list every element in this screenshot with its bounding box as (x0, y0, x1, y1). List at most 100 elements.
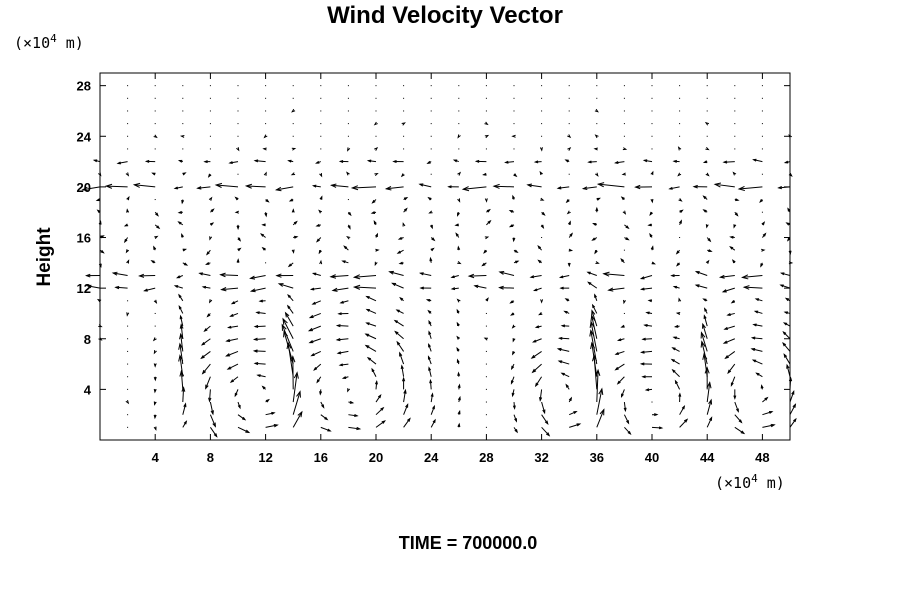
wind-vector (789, 403, 797, 415)
wind-vector (236, 147, 240, 152)
wind-vector (418, 183, 432, 188)
wind-vector (209, 123, 211, 125)
wind-vector (143, 287, 156, 292)
wind-vector (154, 97, 156, 99)
wind-vector (730, 299, 736, 304)
wind-vector (375, 394, 382, 403)
wind-vector (249, 274, 266, 280)
wind-vector (366, 356, 377, 365)
wind-vector (780, 272, 791, 276)
wind-vector (694, 284, 708, 289)
wind-vector (512, 237, 516, 243)
wind-vector (209, 401, 214, 416)
wind-vector (403, 85, 405, 87)
wind-vector (672, 159, 680, 163)
wind-vector (537, 245, 542, 251)
wind-vector (482, 172, 487, 176)
wind-vector (485, 97, 487, 99)
wind-vector (510, 363, 515, 371)
wind-vector (401, 122, 406, 126)
wind-vector (282, 317, 294, 339)
wind-vector (706, 398, 713, 415)
wind-vector (761, 97, 763, 99)
wind-vector (237, 97, 239, 99)
wind-vector (593, 147, 598, 151)
wind-vector (315, 223, 321, 227)
wind-vector (513, 173, 518, 178)
wind-vector (265, 398, 270, 403)
wind-vector (154, 110, 156, 112)
wind-vector (671, 347, 680, 352)
wind-vector (752, 323, 763, 327)
wind-vector (234, 196, 239, 201)
wind-vector (761, 221, 766, 226)
wind-vector (428, 342, 432, 352)
wind-vector (761, 173, 763, 175)
wind-vector (513, 85, 515, 87)
y-tick-label: 12 (77, 281, 91, 296)
wind-vector (352, 274, 377, 280)
wind-vector (347, 388, 351, 393)
wind-vector (318, 249, 322, 255)
wind-vector (127, 350, 129, 352)
wind-vector (258, 299, 266, 303)
wind-vector (676, 262, 680, 267)
wind-vector (596, 85, 598, 87)
wind-vector (594, 293, 598, 301)
wind-vector (181, 233, 184, 238)
wind-vector (782, 322, 791, 327)
wind-vector (513, 110, 515, 112)
wind-vector (203, 325, 211, 332)
wind-vector (581, 186, 597, 191)
wind-vector (623, 135, 625, 137)
wind-vector (253, 362, 266, 366)
wind-vector (723, 325, 735, 330)
wind-vector (596, 408, 605, 428)
wind-vector (427, 196, 432, 201)
wind-vector (706, 110, 708, 112)
wind-vector (783, 160, 791, 164)
wind-vector (400, 173, 405, 178)
wind-vector (153, 245, 157, 251)
wind-vector (399, 296, 404, 302)
wind-vector (236, 224, 240, 231)
wind-vector (779, 284, 791, 289)
wind-vector (753, 310, 763, 314)
wind-vector (429, 256, 433, 263)
wind-vector (154, 148, 156, 150)
wind-vector (511, 324, 516, 329)
wind-vector (675, 312, 681, 315)
wind-vector (742, 285, 763, 290)
wind-vector (399, 351, 405, 365)
wind-vector (450, 287, 459, 291)
wind-vector (208, 299, 213, 304)
wind-vector (492, 183, 515, 189)
wind-vector (430, 173, 432, 175)
wind-vector (566, 210, 571, 215)
wind-vector (485, 350, 487, 352)
wind-vector (85, 273, 101, 278)
wind-vector (734, 198, 740, 202)
wind-vector (649, 232, 653, 238)
wind-vector (541, 85, 543, 87)
wind-vector (320, 110, 322, 112)
wind-vector (651, 110, 653, 112)
wind-vector (754, 298, 763, 302)
wind-vector (418, 272, 432, 276)
wind-vector (595, 261, 600, 265)
wind-vector (540, 197, 545, 201)
wind-vector (329, 183, 349, 188)
wind-vector (307, 325, 321, 332)
wind-vector (253, 324, 266, 329)
wind-vector (125, 399, 130, 405)
wind-vector (704, 366, 710, 390)
wind-vector (564, 298, 570, 302)
wind-vector (111, 271, 128, 276)
wind-vector (182, 97, 184, 99)
wind-vector (292, 85, 294, 87)
wind-vector (319, 195, 323, 200)
wind-vector (430, 123, 432, 125)
wind-vector (761, 248, 766, 252)
wind-vector (651, 97, 653, 99)
wind-vector (529, 274, 542, 279)
